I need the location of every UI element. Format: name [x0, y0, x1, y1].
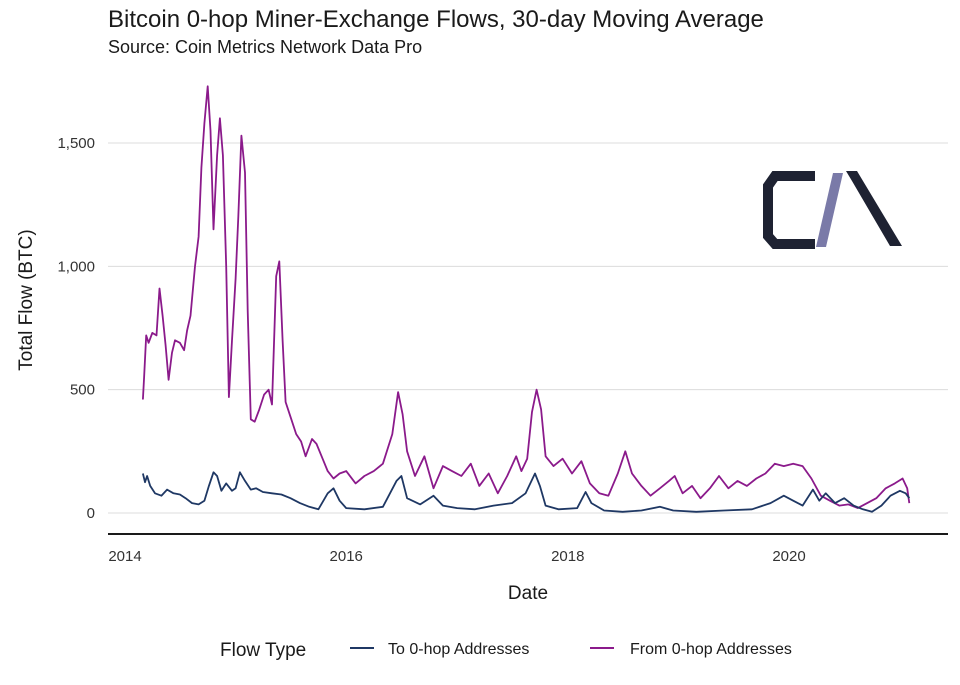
- x-tick-label: 2014: [108, 548, 141, 565]
- cm-logo: [763, 171, 902, 249]
- series-line-from-0-hop: [142, 85, 911, 509]
- chart-title: Bitcoin 0-hop Miner-Exchange Flows, 30-d…: [108, 6, 764, 33]
- y-axis-ticks: 0 500 1,000 1,500: [57, 135, 95, 522]
- y-axis-title: Total Flow (BTC): [16, 229, 37, 370]
- legend-label-from: From 0-hop Addresses: [630, 641, 792, 658]
- chart-subtitle: Source: Coin Metrics Network Data Pro: [108, 37, 423, 57]
- x-tick-label: 2018: [551, 548, 584, 565]
- series-lines: [142, 85, 911, 513]
- legend-label-to: To 0-hop Addresses: [388, 641, 529, 658]
- x-tick-label: 2020: [772, 548, 805, 565]
- gridlines: [108, 142, 948, 514]
- legend-title: Flow Type: [220, 640, 306, 661]
- y-tick-label: 1,000: [57, 258, 95, 275]
- logo-slash: [816, 173, 843, 247]
- series-line-to-0-hop: [142, 471, 911, 513]
- logo-letter-m: [846, 171, 902, 246]
- x-axis-ticks: 2014 2016 2018 2020: [108, 548, 805, 565]
- x-tick-label: 2016: [330, 548, 363, 565]
- x-axis-title: Date: [508, 583, 548, 604]
- legend: Flow Type To 0-hop Addresses From 0-hop …: [220, 640, 792, 661]
- y-tick-label: 0: [87, 505, 95, 522]
- y-tick-label: 500: [70, 382, 95, 399]
- logo-letter-c: [763, 171, 815, 249]
- y-tick-label: 1,500: [57, 135, 95, 152]
